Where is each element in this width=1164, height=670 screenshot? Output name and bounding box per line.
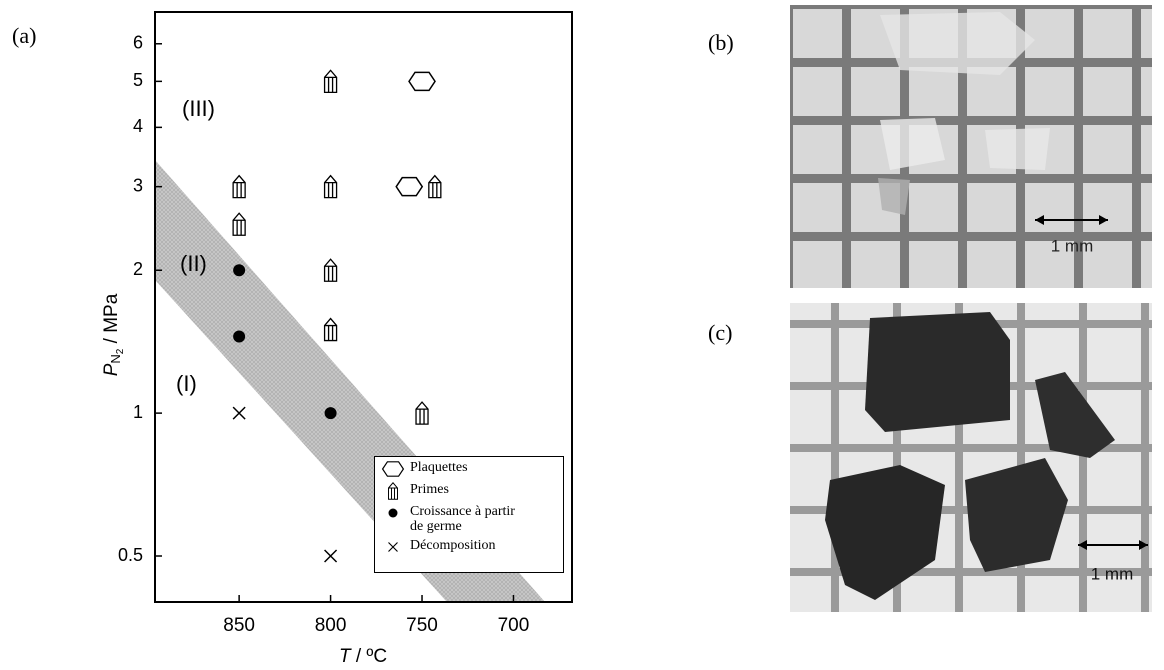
legend-entry: Décomposition [379, 538, 559, 556]
prism-shape [323, 258, 338, 282]
y-tick-label: 6 [133, 33, 143, 53]
cross-shape [324, 549, 338, 563]
point [324, 549, 338, 563]
prism-shape [388, 482, 398, 500]
point [323, 317, 338, 342]
point [415, 401, 429, 425]
point [428, 174, 442, 199]
legend-icon [388, 542, 398, 552]
x-tick-label: 800 [315, 615, 347, 636]
x-axis-label-symbol: T [339, 646, 352, 667]
dot-shape [324, 407, 337, 420]
region-label: (I) [176, 371, 197, 396]
legend-entry: Primes [379, 482, 559, 500]
y-axis-label-symbol: P [101, 363, 122, 376]
prism-shape [415, 401, 429, 425]
point [232, 406, 246, 420]
prism-shape [232, 212, 246, 236]
y-tick-label: 2 [133, 259, 143, 279]
panel-label: (b) [708, 30, 734, 55]
legend-icon [388, 508, 398, 518]
legend-label: Croissance à partir de germe [410, 504, 515, 534]
y-axis-label-sub: N [108, 354, 123, 363]
point [323, 69, 338, 94]
region-label: (II) [180, 251, 207, 276]
scale-bar-label: 1 mm [1091, 564, 1134, 583]
prism-shape [428, 174, 442, 199]
y-tick-label: 4 [133, 116, 143, 136]
x-tick-label: 700 [498, 615, 530, 636]
legend-icon [388, 482, 398, 500]
y-axis-label-subsub: 2 [115, 348, 126, 354]
dot-shape [233, 330, 246, 343]
cross-shape [388, 542, 398, 552]
y-axis-label-unit: / MPa [101, 293, 122, 348]
prism-shape [232, 174, 246, 199]
hexagon-shape [381, 461, 405, 477]
legend-icon [381, 461, 405, 477]
y-tick-label: 0.5 [118, 545, 143, 565]
point [323, 174, 338, 199]
y-axis-label: PN2 / MPa [101, 293, 126, 376]
y-tick-label: 5 [133, 70, 143, 90]
legend-label: Primes [410, 482, 449, 497]
point [233, 264, 246, 277]
legend-entry: Croissance à partir de germe [379, 504, 559, 534]
region-label: (III) [182, 96, 215, 121]
x-axis-label: T / ºC [339, 646, 387, 667]
y-tick-label: 3 [133, 175, 143, 195]
x-axis-label-unit: / ºC [351, 646, 388, 667]
prism-shape [323, 317, 338, 342]
point [232, 212, 246, 236]
x-tick-label: 850 [223, 615, 255, 636]
point [323, 258, 338, 282]
hexagon-shape [395, 176, 424, 197]
panel-label: (a) [12, 23, 36, 48]
legend-label: Décomposition [410, 538, 496, 553]
y-tick-label: 1 [133, 402, 143, 422]
hexagon-shape [408, 71, 436, 92]
x-tick-label: 750 [406, 615, 438, 636]
point [408, 71, 436, 92]
point [232, 174, 246, 199]
dot-shape [233, 264, 246, 277]
panel-label: (c) [708, 320, 732, 345]
prism-shape [323, 174, 338, 199]
point [233, 330, 246, 343]
cross-shape [232, 406, 246, 420]
legend: Plaquettes Primes Croissance à partir de g… [374, 456, 564, 573]
legend-entry: Plaquettes [379, 460, 559, 478]
photo-c: 1 mm [790, 303, 1152, 612]
legend-label: Plaquettes [410, 460, 468, 475]
point [324, 407, 337, 420]
photo-b: 1 mm [790, 5, 1152, 288]
plot-frame [154, 11, 573, 603]
dot-shape [388, 508, 398, 518]
prism-shape [323, 69, 338, 94]
point [395, 176, 424, 197]
scale-bar-label: 1 mm [1051, 236, 1094, 255]
